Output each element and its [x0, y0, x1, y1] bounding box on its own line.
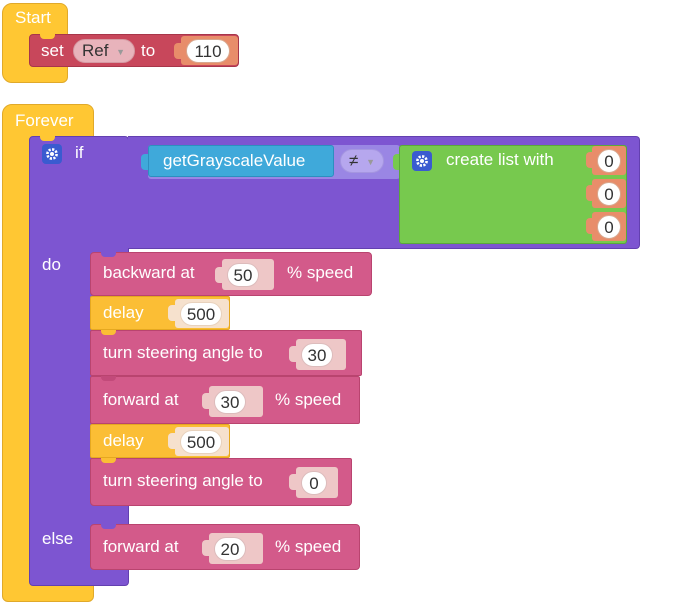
number-block[interactable]: 30: [209, 386, 263, 417]
speed-suffix-label: % speed: [275, 537, 342, 556]
list-mutator-gear-icon[interactable]: [412, 151, 432, 171]
block-notch: [101, 252, 116, 257]
list-number-block[interactable]: 0: [592, 212, 626, 241]
number-value[interactable]: 0: [301, 471, 327, 495]
block-notch: [101, 330, 116, 335]
number-value[interactable]: 20: [214, 537, 246, 561]
block-notch: [101, 376, 116, 381]
list-number-value[interactable]: 0: [597, 182, 621, 206]
variable-dropdown[interactable]: Ref ▼: [73, 39, 135, 63]
value-socket-tab: [168, 305, 175, 321]
motor-block[interactable]: forward at 20 % speed: [90, 524, 360, 570]
create-list-label: create list with: [446, 150, 554, 169]
number-value[interactable]: 110: [186, 39, 230, 63]
steering-block[interactable]: turn steering angle to 30: [90, 330, 362, 376]
operator-caret-icon: ▼: [366, 157, 375, 167]
list-number-block[interactable]: 0: [592, 179, 626, 208]
motor-block[interactable]: backward at 50 % speed: [90, 252, 372, 296]
list-socket-tab: [393, 154, 400, 170]
start-hat-label: Start: [15, 8, 51, 27]
list-value-tab: [586, 185, 593, 201]
grayscale-sensor-block[interactable]: getGrayscaleValue: [148, 145, 334, 177]
number-value[interactable]: 30: [214, 390, 246, 414]
value-socket-tab: [202, 540, 209, 556]
list-value-tab: [586, 152, 593, 168]
dropdown-caret-icon: ▼: [116, 47, 125, 57]
motor-label: forward at: [103, 537, 179, 556]
number-block[interactable]: 0: [296, 467, 338, 498]
list-number-value[interactable]: 0: [597, 215, 621, 239]
set-variable-block[interactable]: set Ref ▼ to 110: [29, 34, 239, 67]
block-notch: [101, 458, 116, 463]
value-socket-tab: [202, 393, 209, 409]
number-value[interactable]: 30: [301, 343, 333, 367]
variable-name: Ref: [82, 41, 109, 60]
list-number-value[interactable]: 0: [597, 149, 621, 173]
else-label: else: [42, 529, 74, 548]
set-block-notch: [40, 34, 55, 39]
value-socket-tab: [215, 267, 222, 283]
number-block[interactable]: 500: [175, 427, 229, 456]
number-block[interactable]: 30: [296, 339, 346, 370]
operator-dropdown[interactable]: ≠ ▼: [340, 149, 384, 173]
motor-label: backward at: [103, 263, 195, 282]
if-mutator-gear-icon[interactable]: [42, 144, 62, 164]
number-block[interactable]: 20: [209, 533, 263, 564]
number-block[interactable]: 50: [222, 259, 274, 290]
list-value-tab: [586, 218, 593, 234]
number-value[interactable]: 500: [180, 302, 222, 326]
value-socket-tab: [289, 474, 296, 490]
number-block[interactable]: 500: [175, 299, 229, 328]
forever-hat-label: Forever: [15, 111, 74, 130]
delay-block[interactable]: delay 500: [90, 296, 230, 330]
number-block[interactable]: 110: [181, 36, 238, 65]
if-label: if: [75, 143, 84, 162]
block-notch: [101, 524, 116, 529]
to-label: to: [141, 41, 156, 60]
do-label: do: [42, 255, 61, 274]
steering-label: turn steering angle to: [103, 471, 263, 490]
number-value[interactable]: 50: [227, 263, 259, 287]
set-label: set: [41, 41, 64, 60]
steering-label: turn steering angle to: [103, 343, 263, 362]
operator-symbol: ≠: [349, 151, 359, 170]
value-socket-tab: [168, 433, 175, 449]
list-number-block[interactable]: 0: [592, 146, 626, 175]
grayscale-sensor-label: getGrayscaleValue: [163, 151, 306, 170]
delay-block[interactable]: delay 500: [90, 424, 230, 458]
value-socket-tab: [289, 346, 296, 362]
speed-suffix-label: % speed: [287, 263, 354, 282]
delay-label: delay: [103, 303, 144, 322]
if-block-notch: [40, 136, 55, 141]
value-socket-tab: [174, 43, 181, 59]
motor-block[interactable]: forward at 30 % speed: [90, 376, 360, 424]
delay-label: delay: [103, 431, 144, 450]
sensor-socket-tab: [141, 154, 148, 170]
steering-block[interactable]: turn steering angle to 0: [90, 458, 352, 506]
motor-label: forward at: [103, 390, 179, 409]
number-value[interactable]: 500: [180, 430, 222, 454]
speed-suffix-label: % speed: [275, 390, 342, 409]
